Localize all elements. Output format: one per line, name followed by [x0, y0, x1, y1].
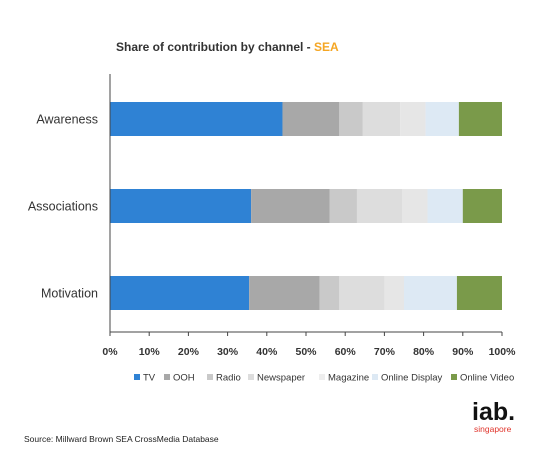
x-tick-label: 10% [139, 346, 161, 358]
x-tick-label: 70% [374, 346, 396, 358]
legend-label: OOH [173, 373, 195, 384]
chart-title-main: Share of contribution by channel - [116, 40, 314, 54]
bar-segment-online-video [462, 189, 502, 223]
x-tick-label: 60% [335, 346, 357, 358]
legend: TV OOH Radio Newspaper Magazine Online Displa… [134, 373, 514, 384]
bar-segment-radio [319, 276, 340, 310]
bar-segment-newspaper [339, 276, 385, 310]
iab-logo: iab. singapore [472, 398, 515, 434]
bar-segment-online-display [404, 276, 457, 310]
bar-segment-radio [339, 102, 363, 136]
category-label: Motivation [41, 287, 98, 301]
legend-swatch [134, 374, 140, 380]
bar-segment-ooh [282, 102, 340, 136]
bar-segment-unlabeled [400, 102, 426, 136]
bar-segment-online-display [427, 189, 463, 223]
x-tick-label: 40% [256, 346, 278, 358]
bar-segment-unlabeled [402, 189, 428, 223]
category-label: Awareness [36, 113, 98, 127]
category-labels: Awareness Associations Motivation [28, 113, 98, 301]
legend-swatch [451, 374, 457, 380]
x-tick-label: 20% [178, 346, 200, 358]
bar-segment-ooh [251, 189, 330, 223]
bar-segment-newspaper [356, 189, 403, 223]
legend-label: Radio [216, 373, 241, 384]
logo-main-text: iab. [472, 398, 515, 426]
x-tick-label: 0% [102, 346, 118, 358]
x-tick-label: 30% [217, 346, 239, 358]
legend-swatch [207, 374, 213, 380]
x-axis-ticks: 0% 10% 20% 30% 40% 50% 60% 70% 80% 90% 100% [102, 332, 516, 358]
legend-label: Magazine [328, 373, 369, 384]
bar-segment-newspaper [362, 102, 401, 136]
bar-segment-tv [110, 102, 283, 136]
bar-segment-unlabeled [384, 276, 404, 310]
legend-swatch [164, 374, 170, 380]
chart-title: Share of contribution by channel - SEA [116, 40, 339, 54]
legend-swatch [372, 374, 378, 380]
bar-segment-online-video [456, 276, 502, 310]
chart-title-highlight: SEA [314, 40, 339, 54]
x-tick-label: 50% [295, 346, 317, 358]
bar-segment-online-display [425, 102, 459, 136]
x-tick-label: 90% [452, 346, 474, 358]
legend-swatch [248, 374, 254, 380]
x-tick-label: 80% [413, 346, 435, 358]
x-tick-label: 100% [489, 346, 517, 358]
bar-segment-online-video [458, 102, 502, 136]
legend-label: TV [143, 373, 156, 384]
legend-label: Online Display [381, 373, 442, 384]
category-label: Associations [28, 200, 98, 214]
logo-sub-text: singapore [474, 424, 512, 434]
legend-label: Newspaper [257, 373, 305, 384]
legend-label: Online Video [460, 373, 514, 384]
bar-segment-radio [329, 189, 357, 223]
bars-group [110, 102, 502, 310]
bar-segment-tv [110, 189, 252, 223]
bar-segment-ooh [249, 276, 320, 310]
bar-segment-tv [110, 276, 250, 310]
legend-swatch [319, 374, 325, 380]
source-note: Source: Millward Brown SEA CrossMedia Da… [24, 434, 219, 444]
